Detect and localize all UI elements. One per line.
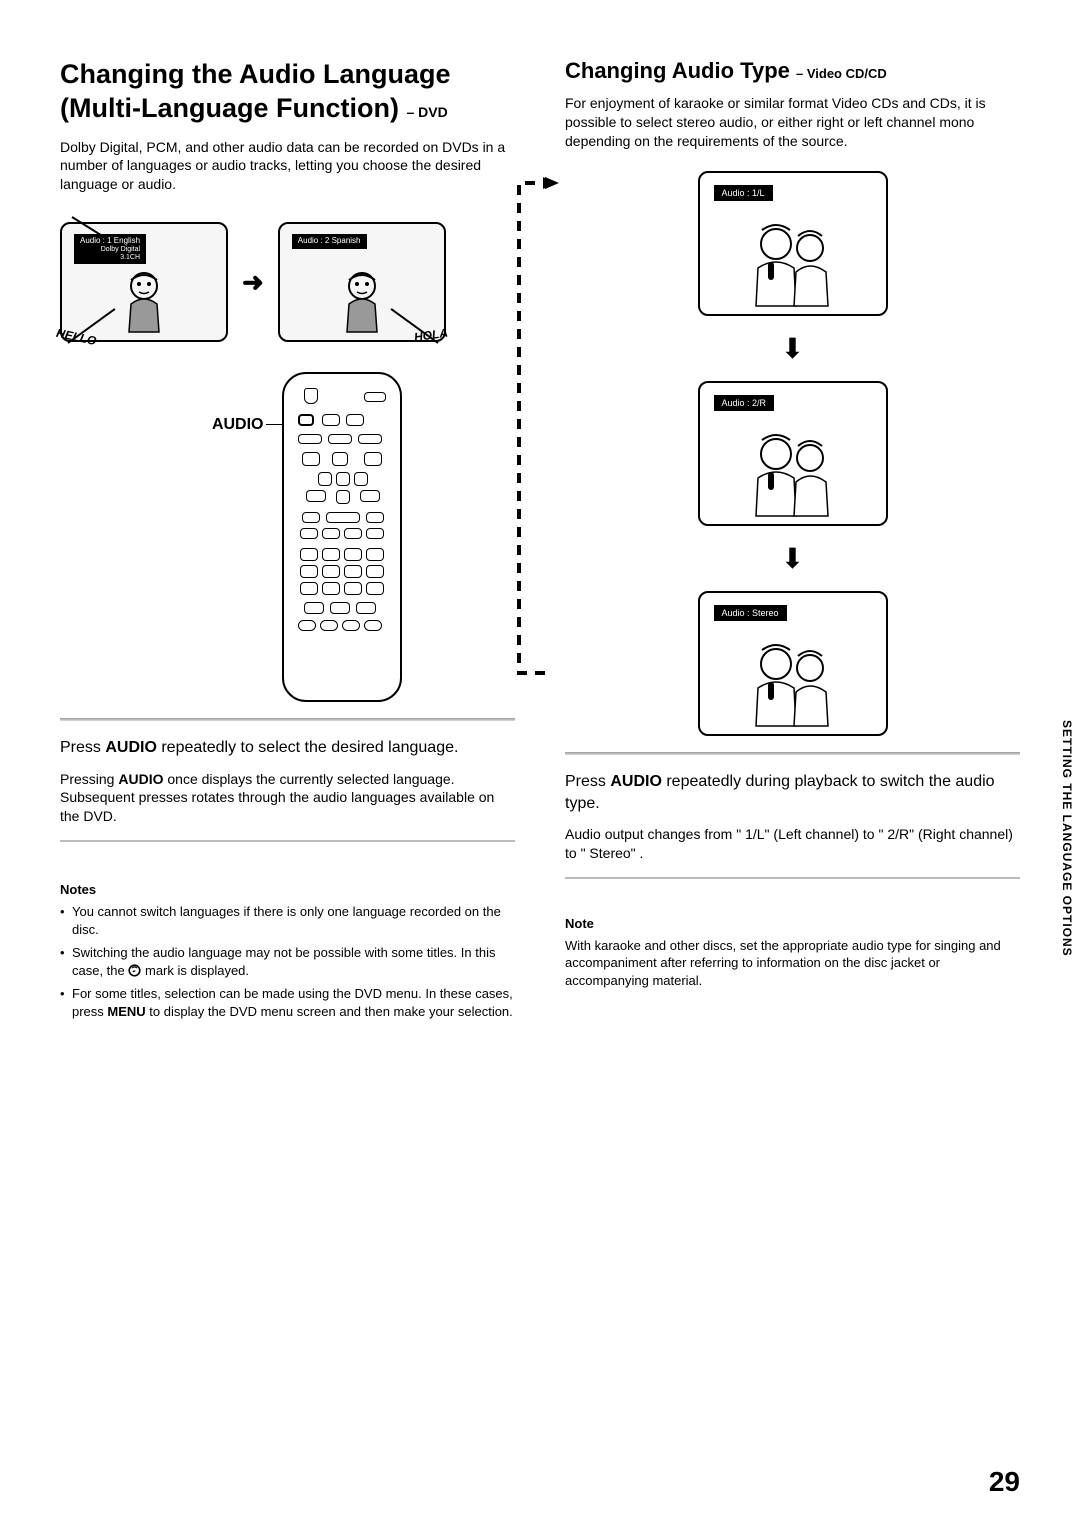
left-step-desc: Pressing AUDIO once displays the current… bbox=[60, 770, 515, 827]
remote-body bbox=[282, 372, 402, 702]
speech-hello: HELLO bbox=[55, 326, 98, 348]
right-note: Note With karaoke and other discs, set t… bbox=[565, 915, 1020, 989]
audio-type-illustration: Audio : 1/L ⬇ Audio : 2/R bbox=[565, 171, 1020, 736]
duo-icon bbox=[738, 218, 848, 308]
remote-illustration: AUDIO bbox=[60, 372, 515, 702]
left-title-tag: – DVD bbox=[406, 104, 447, 120]
right-step: Press AUDIO repeatedly during playback t… bbox=[565, 771, 1020, 816]
left-title-line2: (Multi-Language Function) bbox=[60, 93, 399, 123]
left-title: Changing the Audio Language (Multi-Langu… bbox=[60, 58, 515, 126]
left-intro: Dolby Digital, PCM, and other audio data… bbox=[60, 138, 515, 195]
right-step-desc: Audio output changes from " 1/L" (Left c… bbox=[565, 825, 1020, 863]
notes-list: You cannot switch languages if there is … bbox=[60, 903, 515, 1020]
tv-2r: Audio : 2/R bbox=[698, 381, 888, 526]
person-icon bbox=[327, 264, 397, 334]
tv-spanish-osd: Audio : 2 Spanish bbox=[292, 234, 367, 249]
arrow-right-icon: ➜ bbox=[242, 267, 264, 298]
remote-audio-label: AUDIO bbox=[174, 372, 264, 434]
right-column: Changing Audio Type – Video CD/CD For en… bbox=[565, 58, 1020, 1027]
page-number: 29 bbox=[989, 1466, 1020, 1498]
duo-icon bbox=[738, 638, 848, 728]
osd-2r: Audio : 2/R bbox=[714, 395, 775, 411]
tv-spanish: Audio : 2 Spanish HOLA bbox=[278, 222, 446, 342]
down-arrow-icon: ⬇ bbox=[781, 332, 804, 365]
left-title-line1: Changing the Audio Language bbox=[60, 59, 450, 89]
note-item: You cannot switch languages if there is … bbox=[60, 903, 515, 938]
osd-1l: Audio : 1/L bbox=[714, 185, 773, 201]
divider-thin bbox=[565, 877, 1020, 879]
divider bbox=[60, 718, 515, 721]
note-item: Switching the audio language may not be … bbox=[60, 944, 515, 979]
right-title: Changing Audio Type – Video CD/CD bbox=[565, 58, 1020, 84]
tv-language-illustration: Audio : 1 English Dolby Digital 3.1CH HE… bbox=[60, 222, 515, 342]
tv-stereo: Audio : Stereo bbox=[698, 591, 888, 736]
tv-english: Audio : 1 English Dolby Digital 3.1CH HE… bbox=[60, 222, 228, 342]
osd-stereo: Audio : Stereo bbox=[714, 605, 787, 621]
note-item: For some titles, selection can be made u… bbox=[60, 985, 515, 1020]
prohibit-icon bbox=[128, 964, 141, 977]
right-intro: For enjoyment of karaoke or similar form… bbox=[565, 94, 1020, 151]
person-icon bbox=[109, 264, 179, 334]
left-column: Changing the Audio Language (Multi-Langu… bbox=[60, 58, 515, 1027]
tv-1l: Audio : 1/L bbox=[698, 171, 888, 316]
section-tab: SETTING THE LANGUAGE OPTIONS bbox=[1060, 720, 1080, 1020]
divider bbox=[565, 752, 1020, 755]
duo-icon bbox=[738, 428, 848, 518]
tv-english-osd: Audio : 1 English Dolby Digital 3.1CH bbox=[74, 234, 146, 264]
down-arrow-icon: ⬇ bbox=[781, 542, 804, 575]
cycle-arrow-icon bbox=[501, 175, 561, 685]
left-step: Press AUDIO repeatedly to select the des… bbox=[60, 737, 515, 759]
divider-thin bbox=[60, 840, 515, 842]
speech-hola: HOLA bbox=[413, 326, 449, 345]
notes-heading: Notes bbox=[60, 882, 515, 897]
